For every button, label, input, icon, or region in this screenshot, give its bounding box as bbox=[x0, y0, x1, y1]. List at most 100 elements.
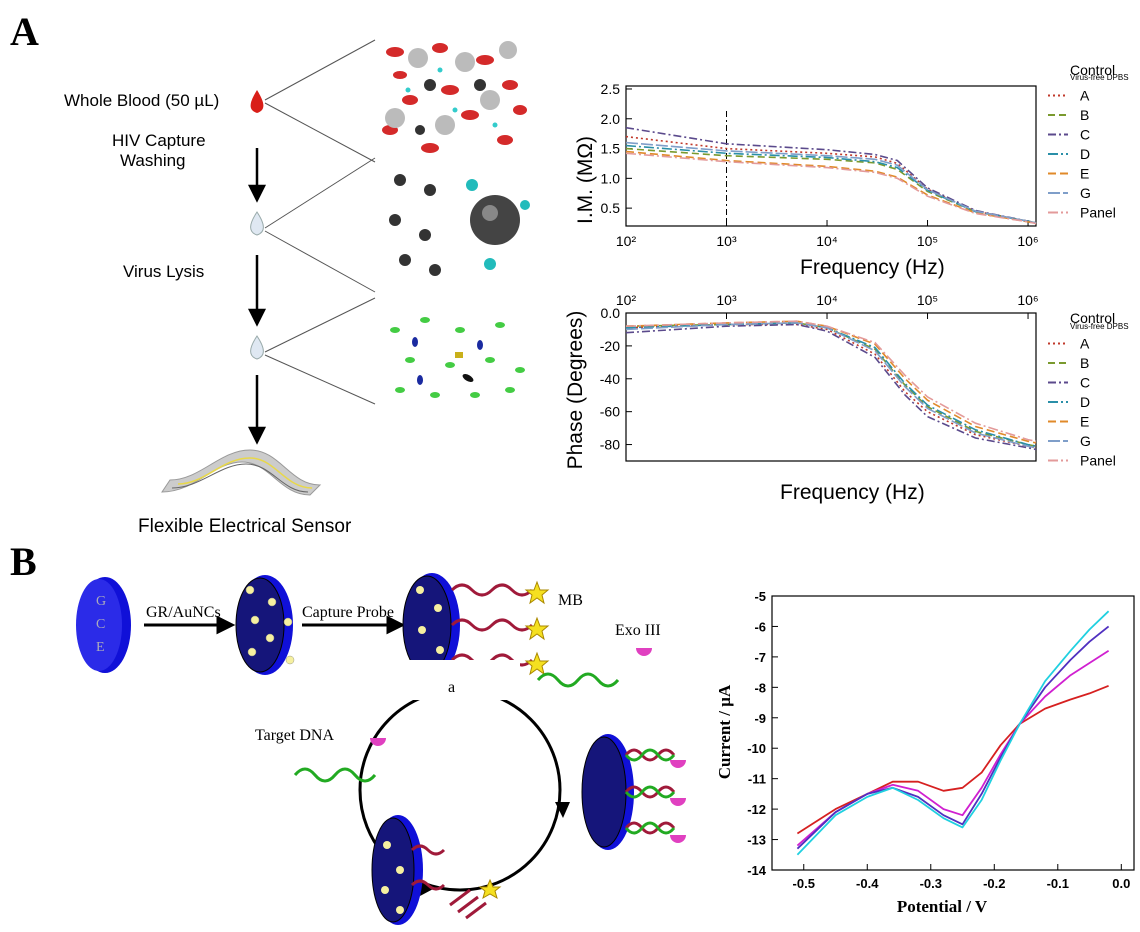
x-tick-label: 10⁶ bbox=[1017, 292, 1038, 308]
x-tick-label: 10³ bbox=[716, 233, 737, 249]
series-line bbox=[796, 625, 1110, 850]
x-tick-label: -0.4 bbox=[856, 876, 879, 891]
right-arrow-icon bbox=[386, 615, 406, 635]
y-tick-label: -20 bbox=[600, 338, 620, 354]
y-tick-label: 1.5 bbox=[601, 141, 621, 157]
y-tick-label: 2.0 bbox=[601, 111, 621, 127]
x-tick-label: -0.3 bbox=[920, 876, 942, 891]
sensor-caption: Flexible Electrical Sensor bbox=[138, 516, 352, 537]
legend-label: Panel bbox=[1080, 205, 1116, 221]
x-tick-label: 10⁴ bbox=[816, 292, 838, 308]
legend-note: Virus-free DPBS bbox=[1070, 322, 1129, 331]
legend-label: C bbox=[1080, 375, 1090, 391]
x-tick-label: -0.2 bbox=[983, 876, 1005, 891]
current-potential-chart: Potential / V Current / µA -0.5 -0.4 -0.3 -… bbox=[715, 589, 1135, 916]
x-axis-label: Potential / V bbox=[897, 897, 988, 916]
series-line bbox=[625, 322, 1037, 449]
tube-icon bbox=[250, 211, 264, 236]
x-tick-label: -0.1 bbox=[1047, 876, 1069, 891]
hybrid-electrode-icon bbox=[581, 734, 686, 850]
x-tick-label: 10² bbox=[616, 233, 637, 249]
y-tick-label: -10 bbox=[747, 741, 766, 756]
y-tick-label: -80 bbox=[600, 437, 620, 453]
phase-chart: Frequency (Hz) Phase (Degrees) Virus-fre… bbox=[564, 292, 1129, 504]
legend-label: D bbox=[1080, 146, 1090, 162]
captured-virus-image bbox=[389, 174, 530, 276]
electrode-letter: E bbox=[96, 640, 105, 655]
step-virus-lysis: Virus Lysis bbox=[123, 262, 205, 281]
legend-label: E bbox=[1080, 166, 1089, 182]
y-tick-label: -12 bbox=[747, 802, 766, 817]
x-tick-label: 10⁴ bbox=[816, 233, 838, 249]
x-tick-label: 10³ bbox=[716, 292, 737, 308]
blood-drop-icon bbox=[250, 90, 264, 113]
down-arrow-icon bbox=[247, 148, 267, 445]
impedance-chart: Frequency (Hz) I.M. (MΩ) Virus-free DPBS… bbox=[574, 62, 1129, 279]
lysate-image bbox=[390, 317, 525, 398]
y-tick-label: -8 bbox=[754, 680, 766, 695]
series-line bbox=[625, 320, 1037, 444]
y-axis-label: I.M. (MΩ) bbox=[574, 136, 597, 224]
legend-label: B bbox=[1080, 355, 1089, 371]
tube-icon bbox=[250, 335, 264, 360]
electrode-letter: G bbox=[96, 594, 106, 609]
x-tick-label: -0.5 bbox=[793, 876, 815, 891]
x-tick-label: 10⁵ bbox=[917, 292, 938, 308]
flexible-sensor-icon bbox=[161, 449, 322, 496]
y-tick-label: -5 bbox=[754, 589, 766, 604]
amplification-schematic: G C E GR/AuNCs Capture Probe MB a b Exo … bbox=[76, 573, 686, 925]
legend-label: G bbox=[1080, 185, 1091, 201]
y-tick-label: 2.5 bbox=[601, 81, 621, 97]
y-tick-label: -11 bbox=[748, 772, 766, 787]
x-axis-label: Frequency (Hz) bbox=[780, 481, 925, 504]
plot-frame bbox=[625, 85, 1037, 227]
released-electrode-icon bbox=[371, 815, 502, 925]
legend-label: Panel bbox=[1080, 453, 1116, 469]
legend-label: Control bbox=[1070, 310, 1115, 326]
step-washing: Washing bbox=[120, 151, 186, 170]
series-line bbox=[625, 141, 1037, 224]
y-tick-label: -14 bbox=[747, 863, 767, 878]
x-tick-label: 10⁶ bbox=[1017, 233, 1038, 249]
cycle-point-a: a bbox=[448, 679, 455, 696]
series-line bbox=[625, 152, 1037, 225]
series-line bbox=[796, 650, 1110, 847]
right-arrow-icon bbox=[216, 615, 236, 635]
series-line bbox=[625, 322, 1037, 447]
legend-label: A bbox=[1080, 88, 1090, 104]
legend-label: D bbox=[1080, 394, 1090, 410]
target-dna-label: Target DNA bbox=[255, 727, 334, 744]
step-hiv-capture: HIV Capture bbox=[112, 131, 206, 150]
panel-label-a: A bbox=[10, 9, 39, 54]
x-tick-label: 0.0 bbox=[1112, 876, 1130, 891]
step-gr-aunc: GR/AuNCs bbox=[146, 604, 221, 621]
plot-frame bbox=[625, 312, 1037, 462]
exo-label: Exo III bbox=[615, 622, 661, 639]
blood-cells-image bbox=[378, 38, 528, 160]
series-line bbox=[625, 323, 1037, 451]
y-tick-label: 0.0 bbox=[601, 305, 621, 321]
series-line bbox=[625, 320, 1037, 443]
x-tick-label: 10⁵ bbox=[917, 233, 938, 249]
y-tick-label: -13 bbox=[747, 833, 766, 848]
y-tick-label: 1.0 bbox=[601, 170, 621, 186]
y-tick-label: -40 bbox=[600, 371, 620, 387]
series-line bbox=[625, 322, 1037, 447]
y-tick-label: -6 bbox=[754, 619, 766, 634]
zoom-lines bbox=[264, 39, 376, 405]
series-line bbox=[626, 98, 1036, 223]
legend-label: G bbox=[1080, 433, 1091, 449]
legend-label: A bbox=[1080, 336, 1090, 352]
legend-note: Virus-free DPBS bbox=[1070, 73, 1129, 82]
modified-electrode-icon bbox=[235, 575, 295, 675]
target-dna-icon bbox=[293, 767, 377, 783]
legend-label: C bbox=[1080, 127, 1090, 143]
legend-label: E bbox=[1080, 414, 1089, 430]
exo-enzyme-icon bbox=[636, 648, 652, 656]
y-axis-label: Phase (Degrees) bbox=[564, 311, 587, 470]
legend-label: Control bbox=[1070, 62, 1115, 78]
series-line bbox=[625, 150, 1037, 225]
panel-label-b: B bbox=[10, 539, 37, 584]
y-axis-label: Current / µA bbox=[715, 684, 734, 779]
x-tick-label: 10² bbox=[616, 292, 637, 308]
